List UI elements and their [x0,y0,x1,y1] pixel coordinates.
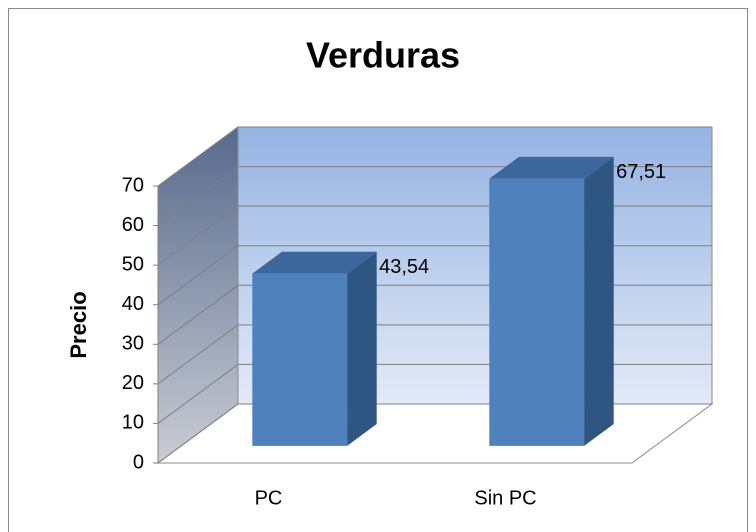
bar-side [584,156,614,446]
grid-line [157,126,712,187]
bar [489,178,585,446]
y-tick-label: 70 [122,174,144,196]
bar-top [489,156,614,179]
y-tick-label: 30 [122,333,144,355]
y-tick-label: 0 [133,451,144,473]
y-tick-label: 50 [122,253,144,275]
bar [252,273,348,446]
y-tick-label: 10 [122,412,144,434]
x-tick-label: Sin PC [474,487,536,509]
y-axis-label: Precio [66,291,91,358]
floor [156,403,714,464]
bar-side [347,251,377,446]
value-label: 67,51 [616,161,666,183]
y-tick-label: 20 [122,372,144,394]
y-tick-label: 60 [122,214,144,236]
value-label: 43,54 [379,256,429,278]
bar-top [252,251,377,274]
chart-title: Verduras [306,35,460,76]
x-tick-label: PC [255,487,283,509]
y-tick-label: 40 [122,293,144,315]
